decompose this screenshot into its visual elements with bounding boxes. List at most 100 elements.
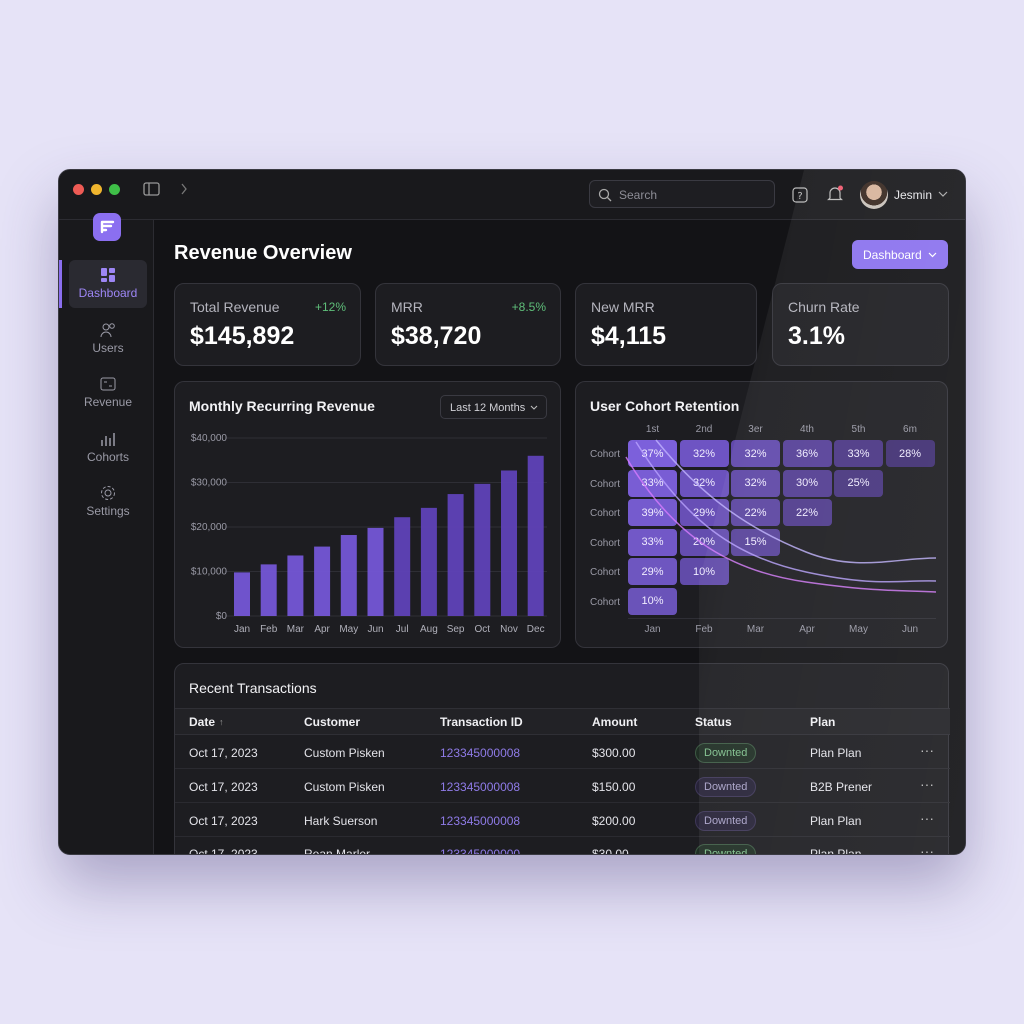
chevron-down-icon <box>928 252 937 258</box>
grid-icon <box>101 268 115 282</box>
mrr-bar-chart: $0 $10,000 $20,000 $30,000 $40,000 Jan Feb Mar A… <box>191 433 547 635</box>
kpi-value: 3.1% <box>788 322 845 350</box>
cell-date: Oct 17, 2023 <box>189 779 258 794</box>
cell-amount: $30.00 <box>592 847 629 855</box>
table-row[interactable]: Oct 17, 2023 Custom Pisken 123345000008 $30… <box>175 735 950 769</box>
bell-icon[interactable] <box>826 185 844 203</box>
x-tick-label: May <box>339 624 358 635</box>
sidebar-item-label: Users <box>92 340 124 355</box>
heatmap-cell: 28% <box>885 440 935 467</box>
heatmap-cell: 10% <box>679 558 729 585</box>
table-row[interactable]: Oct 17, 2023 Hark Suerson 123345000008 $200… <box>175 803 950 837</box>
app-logo <box>93 213 121 241</box>
x-tick-label: May <box>849 624 868 635</box>
row-label: Cohort <box>590 449 621 460</box>
x-tick-label: Sep <box>447 624 465 635</box>
heatmap-cell: 10% <box>628 587 677 615</box>
mrr-chart-card: Monthly Recurring Revenue Last 12 Months… <box>174 381 561 648</box>
column-header[interactable]: Date <box>189 715 216 729</box>
status-badge: Downted <box>695 810 757 831</box>
heatmap-cell: 22% <box>782 499 832 526</box>
column-label: 2nd <box>695 424 713 435</box>
transaction-id-link[interactable]: 123345000008 <box>440 746 521 760</box>
table-row[interactable]: Oct 17, 2023 Rean Marler 123345000000 $30.0… <box>175 836 950 855</box>
y-tick-label: $0 <box>216 611 228 622</box>
table-row[interactable]: Oct 17, 2023 Custom Pisken 123345000008 $15… <box>175 769 950 803</box>
more-options-icon[interactable]: ··· <box>920 843 934 855</box>
y-tick-label: $10,000 <box>191 567 228 578</box>
kpi-card: Total Revenue +12% $145,892 <box>174 283 361 366</box>
sidebar-item-revenue[interactable]: Revenue <box>69 369 147 417</box>
user-name[interactable]: Jesmin <box>894 188 933 202</box>
more-options-icon[interactable]: ··· <box>920 775 934 792</box>
cell-customer: Custom Pisken <box>304 746 385 760</box>
sidebar-toggle-icon[interactable] <box>143 182 160 196</box>
table-header: Date Customer Transaction ID Amount Status Pl… <box>175 708 950 735</box>
heatmap-cell: 33% <box>834 440 883 467</box>
range-select-value: Last 12 Months <box>450 402 526 414</box>
range-select[interactable]: Last 12 Months <box>440 395 547 419</box>
column-label: 6m <box>903 424 917 435</box>
x-tick-label: Jun <box>901 624 919 635</box>
column-header[interactable]: Status <box>695 715 732 729</box>
heatmap-cell: 25% <box>834 469 883 497</box>
bar-apr <box>314 546 331 616</box>
kpi-delta: +8.5% <box>511 300 546 314</box>
bar-oct <box>474 483 491 616</box>
axis-line <box>628 618 936 619</box>
cohort-card: User Cohort Retention 1st 2nd 3er 4th 5th 6m C… <box>575 381 948 648</box>
heatmap-cell: 32% <box>679 440 729 467</box>
status-badge: Downted <box>695 844 757 854</box>
x-tick-label: Nov <box>500 624 518 635</box>
cell-plan: Plan Plan <box>810 813 862 828</box>
minimize-window-button[interactable] <box>91 184 102 195</box>
chevron-right-icon[interactable] <box>180 183 188 195</box>
transaction-id-link[interactable]: 123345000008 <box>440 813 521 828</box>
heatmap-cell: 30% <box>782 469 832 497</box>
bar-jun <box>367 527 384 616</box>
main-content: Revenue Overview Dashboard Total Revenue… <box>154 220 965 855</box>
heatmap-cell: 33% <box>628 469 677 497</box>
heatmap-cell: 22% <box>731 499 780 526</box>
avatar[interactable] <box>860 181 888 209</box>
bar-jul <box>394 517 411 616</box>
more-options-icon[interactable]: ··· <box>920 742 934 758</box>
kpi-card: New MRR $4,115 <box>575 283 757 366</box>
bar-nov <box>501 470 517 616</box>
transaction-id-link[interactable]: 123345000000 <box>440 847 521 855</box>
maximize-window-button[interactable] <box>109 184 120 195</box>
column-header[interactable]: Amount <box>592 715 638 729</box>
kpi-delta: +12% <box>314 300 346 314</box>
x-tick-label: Oct <box>475 624 491 635</box>
kpi-label: Total Revenue <box>190 299 280 315</box>
column-header[interactable]: Customer <box>304 715 361 729</box>
dashboard-dropdown-button[interactable]: Dashboard <box>852 240 948 269</box>
row-label: Cohort <box>590 567 621 578</box>
sidebar-item-settings[interactable]: Settings <box>69 478 147 526</box>
column-header[interactable]: Transaction ID <box>440 715 523 729</box>
column-label: 4th <box>800 424 814 435</box>
search-input[interactable]: Search <box>589 180 775 208</box>
column-label: 5th <box>851 424 866 435</box>
more-options-icon[interactable]: ··· <box>920 809 934 826</box>
gear-icon <box>101 486 115 500</box>
x-tick-label: Feb <box>695 624 713 635</box>
sidebar-item-users[interactable]: Users <box>69 315 147 363</box>
kpi-value: $145,892 <box>190 322 295 350</box>
cell-amount: $200.00 <box>592 813 636 828</box>
x-tick-label: Jul <box>396 624 409 635</box>
help-icon[interactable]: ? <box>792 187 808 203</box>
sidebar-item-cohorts[interactable]: Cohorts <box>69 424 147 472</box>
search-placeholder: Search <box>619 188 658 202</box>
sidebar-item-label: Cohorts <box>86 449 130 464</box>
x-tick-label: Dec <box>527 624 545 635</box>
chevron-down-icon[interactable] <box>938 191 948 198</box>
sidebar-item-label: Revenue <box>83 395 133 409</box>
kpi-label: New MRR <box>591 299 655 315</box>
column-header[interactable]: Plan <box>810 715 836 729</box>
cell-customer: Hark Suerson <box>304 813 378 828</box>
sidebar-item-dashboard[interactable]: Dashboard <box>69 260 147 308</box>
close-window-button[interactable] <box>73 184 84 195</box>
transaction-id-link[interactable]: 123345000008 <box>440 779 521 794</box>
users-icon <box>100 322 115 337</box>
